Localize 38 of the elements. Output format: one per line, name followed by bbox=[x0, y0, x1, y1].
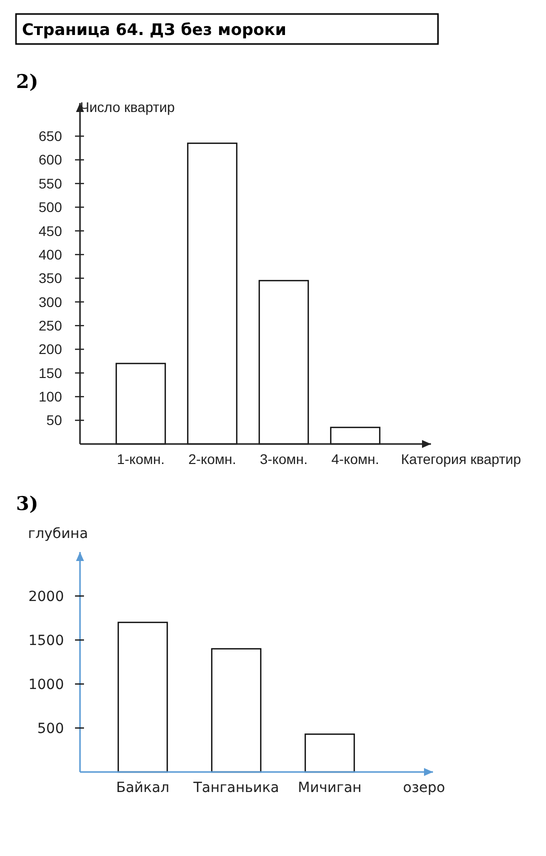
y-axis-title: глубина bbox=[28, 526, 88, 542]
y-axis-title: Число квартир bbox=[80, 99, 176, 115]
y-tick-label: 400 bbox=[38, 246, 62, 262]
bar bbox=[330, 426, 380, 445]
x-tick-label: Танганьика bbox=[192, 780, 280, 796]
text: Страница 64. ДЗ без мороки bbox=[22, 20, 286, 39]
y-tick-label: 200 bbox=[38, 341, 62, 358]
y-tick-label: 500 bbox=[38, 199, 62, 216]
y-tick-label: 100 bbox=[38, 388, 62, 405]
y-tick-label: 300 bbox=[38, 294, 62, 310]
y-tick-label: 2000 bbox=[28, 588, 64, 605]
y-tick-label: 600 bbox=[38, 152, 62, 168]
y-tick-label: 450 bbox=[38, 222, 62, 239]
y-tick-label: 1500 bbox=[28, 632, 64, 649]
bar bbox=[187, 142, 238, 445]
y-tick-label: 650 bbox=[38, 128, 62, 144]
x-tick-label: Байкал bbox=[116, 780, 170, 796]
chart-title: 3) bbox=[16, 493, 38, 515]
y-tick-label: 500 bbox=[37, 720, 64, 737]
chart-title: 2) bbox=[16, 71, 38, 93]
x-tick-label: 3-комн. bbox=[260, 451, 308, 467]
bar bbox=[116, 362, 166, 445]
x-axis-title: озеро bbox=[403, 780, 446, 796]
bar bbox=[304, 734, 355, 773]
x-tick-label: Мичиган bbox=[298, 780, 362, 796]
y-tick-label: 350 bbox=[38, 270, 62, 286]
y-tick-label: 50 bbox=[46, 412, 62, 428]
bar bbox=[118, 622, 168, 773]
bar bbox=[258, 280, 309, 445]
y-tick-label: 1000 bbox=[28, 676, 64, 693]
y-tick-label: 550 bbox=[38, 175, 62, 192]
x-axis-title: Категория квартир bbox=[401, 451, 522, 467]
bar bbox=[211, 648, 262, 773]
y-tick-label: 150 bbox=[38, 364, 62, 381]
x-tick-label: 1-комн. bbox=[116, 451, 165, 467]
y-tick-label: 250 bbox=[38, 317, 62, 334]
x-tick-label: 2-комн. bbox=[188, 451, 236, 467]
x-tick-label: 4-комн. bbox=[331, 451, 380, 467]
